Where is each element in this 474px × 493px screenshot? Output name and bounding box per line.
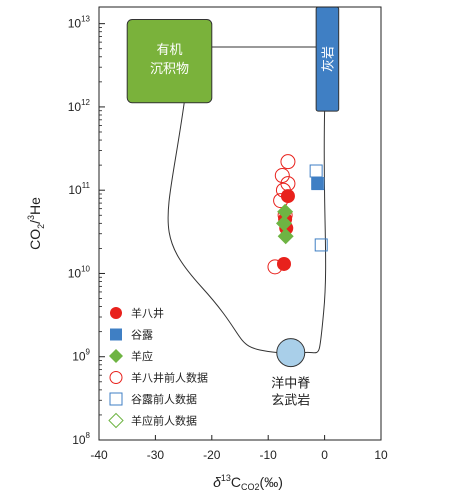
data-point-open-circle (274, 168, 290, 184)
x-tick-label: -10 (260, 448, 278, 462)
y-tick-label: 109 (72, 348, 90, 364)
morb-label: 玄武岩 (271, 394, 310, 409)
data-point-filled-diamond (277, 228, 294, 245)
limestone-label: 灰岩 (321, 46, 336, 72)
data-points (267, 154, 328, 275)
y-tick-label: 1012 (68, 98, 91, 114)
legend-marker (109, 392, 123, 406)
organic-mixing-curve (167, 102, 278, 354)
legend-marker (108, 412, 124, 429)
legend-label: 羊应前人数据 (131, 414, 197, 428)
x-tick-label: 10 (374, 448, 388, 462)
data-point-open-circle (280, 154, 296, 170)
legend-marker (109, 349, 123, 363)
y-tick-label: 1011 (68, 181, 90, 197)
y-axis-title: CO2/3He (26, 197, 46, 250)
y-axis: 108 109 1010 1011 1012 1013 CO2/3He (26, 15, 105, 447)
x-tick-label: -40 (90, 448, 108, 462)
x-tick-label: -20 (203, 448, 221, 462)
data-point-filled-square (311, 177, 324, 190)
morb-label: 洋中脊 (271, 377, 310, 392)
x-tick-label: 0 (321, 448, 328, 462)
data-point-filled-circle (276, 256, 291, 271)
y-tick-label: 1013 (68, 15, 91, 31)
data-point-filled-diamond (275, 215, 292, 232)
legend-marker (109, 371, 123, 384)
mixing-curves (167, 102, 327, 354)
x-axis-title: δ13CCO2(‰) (213, 473, 283, 492)
legend-label: 谷露前人数据 (131, 392, 197, 406)
legend-label: 羊应 (131, 349, 153, 363)
data-point-filled-circle (280, 189, 295, 204)
organic-sediment-label: 沉积物 (150, 62, 189, 77)
x-axis: -40 -30 -20 -10 0 10 δ13CCO2(‰) (90, 435, 388, 492)
data-point-open-square (314, 238, 328, 252)
x-tick-label: -30 (147, 448, 165, 462)
legend-label: 羊八井前人数据 (131, 371, 208, 385)
organic-sediment-box (126, 18, 213, 104)
morb-circle (276, 338, 306, 368)
legend-label: 谷露 (131, 329, 153, 342)
y-tick-label: 1010 (68, 264, 91, 280)
legend-label: 羊八井 (131, 306, 164, 320)
legend-marker (110, 328, 122, 341)
limestone-mixing-curve (303, 111, 327, 354)
legend-marker (110, 307, 122, 319)
y-tick-label: 108 (72, 431, 90, 447)
organic-sediment-label: 有机 (156, 43, 182, 58)
data-point-filled-diamond (277, 203, 294, 220)
data-point-open-square (309, 164, 323, 178)
